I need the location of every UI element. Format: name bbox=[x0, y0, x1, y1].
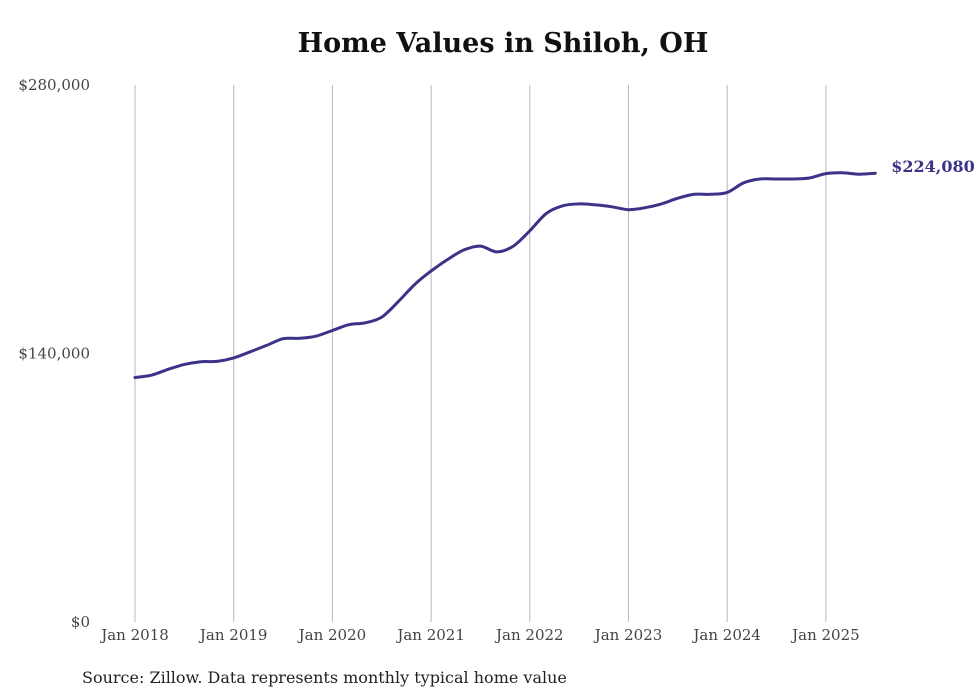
x-tick-label: Jan 2021 bbox=[395, 626, 465, 644]
x-tick-label: Jan 2019 bbox=[198, 626, 268, 644]
chart-title: Home Values in Shiloh, OH bbox=[297, 28, 709, 59]
x-tick-label: Jan 2020 bbox=[297, 626, 367, 644]
series-line bbox=[133, 171, 877, 379]
x-tick-label: Jan 2025 bbox=[790, 626, 860, 644]
end-value-label: $224,080 bbox=[891, 157, 975, 176]
x-tick-label: Jan 2024 bbox=[691, 626, 761, 644]
y-tick-label: $280,000 bbox=[18, 76, 90, 94]
x-tick-label: Jan 2022 bbox=[494, 626, 564, 644]
x-tick-label: Jan 2023 bbox=[593, 626, 663, 644]
y-axis: $0 $140,000 $280,000 bbox=[18, 76, 90, 631]
y-tick-label: $0 bbox=[71, 613, 90, 631]
source-note: Source: Zillow. Data represents monthly … bbox=[82, 668, 567, 687]
x-tick-label: Jan 2018 bbox=[99, 626, 169, 644]
x-axis: Jan 2018 Jan 2019 Jan 2020 Jan 2021 Jan 2022… bbox=[99, 626, 859, 644]
y-tick-label: $140,000 bbox=[18, 345, 90, 363]
gridlines bbox=[134, 85, 827, 622]
